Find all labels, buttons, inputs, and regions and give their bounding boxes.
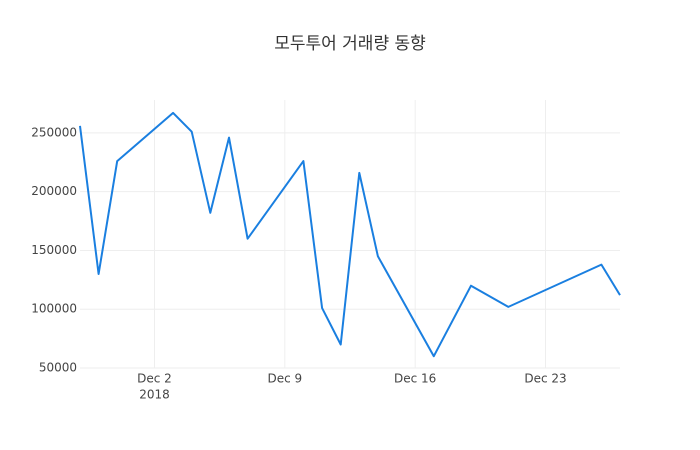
y-tick-label: 150000 bbox=[31, 243, 77, 257]
y-tick-label: 50000 bbox=[39, 361, 77, 375]
y-tick-label: 200000 bbox=[31, 184, 77, 198]
x-tick-label: Dec 16 bbox=[394, 372, 436, 386]
y-tick-label: 250000 bbox=[31, 125, 77, 139]
chart-title: 모두투어 거래량 동향 bbox=[274, 34, 426, 54]
x-tick-year: 2018 bbox=[139, 388, 170, 402]
y-tick-label: 100000 bbox=[31, 302, 77, 316]
x-tick-label: Dec 23 bbox=[524, 372, 566, 386]
x-tick-label: Dec 2 bbox=[137, 372, 172, 386]
x-tick-label: Dec 9 bbox=[267, 372, 302, 386]
line-series bbox=[79, 111, 621, 358]
